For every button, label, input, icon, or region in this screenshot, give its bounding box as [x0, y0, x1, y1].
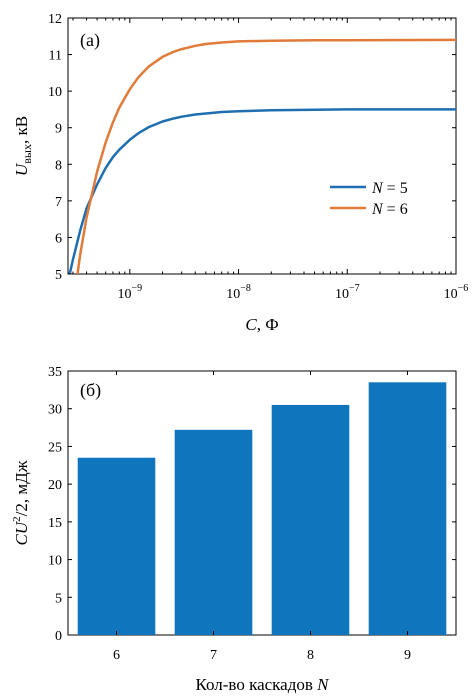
x-tick-label-b: 6	[113, 648, 120, 663]
y-tick-label-b: 30	[48, 403, 62, 418]
series-lines-a	[68, 38, 456, 274]
y-tick-label-b: 35	[48, 365, 62, 380]
x-tick-label-a: 10−9	[118, 283, 143, 302]
y-tick-label-a: 12	[48, 12, 62, 27]
bar-chart-panel-b: 6 7 8 9 0 5 10 15 20 25 30 35 (б) Кол-во каскадов N…	[11, 365, 457, 694]
y-tick-label-a: 9	[55, 122, 62, 137]
y-tick-label-b: 20	[48, 478, 62, 493]
y-tick-label-a: 7	[55, 195, 62, 210]
legend-label-n5: N = 5	[371, 180, 408, 197]
x-tick-label-a: 10−8	[226, 283, 251, 302]
panel-label-a: (a)	[80, 30, 100, 51]
y-tick-label-b: 5	[55, 591, 62, 606]
ticks-a: 5 6 7 8 9 10 11 12 10−9 10−8 10−7 10−6	[48, 12, 468, 302]
y-tick-label-a: 6	[55, 231, 62, 246]
bar-9	[368, 382, 447, 635]
y-tick-label-b: 0	[55, 629, 62, 644]
panel-label-b: (б)	[80, 380, 101, 401]
y-tick-label-a: 10	[48, 85, 62, 100]
y-tick-label-b: 10	[48, 554, 62, 569]
bar-8	[271, 404, 350, 635]
x-tick-label-b: 9	[404, 648, 411, 663]
line-chart-panel-a: 5 6 7 8 9 10 11 12 10−9 10−8 10−7 10−6 (a) N = 5 N …	[12, 12, 468, 334]
y-tick-label-a: 5	[55, 268, 62, 283]
y-tick-label-a: 11	[49, 49, 62, 64]
y-axis-label-b: CU2/2, мДж	[11, 460, 31, 545]
y-tick-label-b: 25	[48, 440, 62, 455]
x-tick-label-b: 7	[210, 648, 217, 663]
series-line-n6	[76, 38, 456, 274]
plot-frame-b	[67, 370, 457, 636]
plot-frame-a	[67, 17, 457, 275]
y-axis-label-a: Uвых, кВ	[12, 116, 34, 176]
legend-a: N = 5 N = 6	[330, 180, 408, 218]
bar-6	[77, 457, 156, 635]
x-axis-label-b: Кол-во каскадов N	[196, 675, 331, 694]
x-tick-label-a: 10−7	[335, 283, 360, 302]
y-tick-label-a: 8	[55, 158, 62, 173]
legend-label-n6: N = 6	[371, 201, 408, 218]
x-tick-label-a: 10−6	[444, 283, 469, 302]
y-tick-label-b: 15	[48, 516, 62, 531]
x-axis-label-a: C, Ф	[245, 315, 278, 334]
x-tick-label-b: 8	[307, 648, 314, 663]
ticks-b: 6 7 8 9 0 5 10 15 20 25 30 35	[48, 365, 456, 663]
bars-b	[77, 382, 447, 635]
bar-7	[174, 429, 253, 635]
